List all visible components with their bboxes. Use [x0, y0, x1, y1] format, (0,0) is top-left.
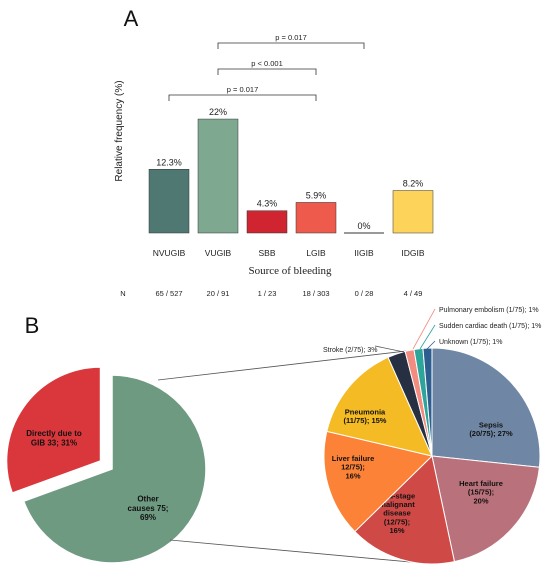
significance-bracket	[217, 68, 317, 75]
category-label: SBB	[258, 248, 275, 258]
slice-label-line: Pneumonia	[345, 407, 386, 416]
data-label: 5.9%	[306, 190, 327, 200]
leader-line	[419, 324, 436, 350]
n-value: 20 / 91	[207, 289, 230, 298]
slice-pneumonia	[326, 356, 433, 457]
panel-b-label: B	[25, 313, 40, 338]
slice-end-stage-malignant-disease	[354, 455, 456, 565]
slice-other-causes	[22, 374, 207, 564]
slice-label-line: GIB 33; 31%	[31, 438, 77, 447]
pie-chart-other-causes: Sepsis (20/75); 27% Heart failure (15/75); 2…	[323, 307, 541, 565]
slice-label: Other causes 75; 69%	[128, 495, 169, 522]
p-value-label: p < 0.001	[251, 59, 283, 68]
category-label: IIGIB	[354, 248, 374, 258]
n-value: 1 / 23	[258, 289, 277, 298]
slice-label-line: 12/75);	[341, 463, 365, 472]
y-axis-label: Relative frequency (%)	[114, 80, 125, 181]
bar-sbb	[246, 210, 288, 234]
data-label: 22%	[209, 107, 227, 117]
n-value: 18 / 303	[302, 289, 329, 298]
slice-label-line: Directly due to	[26, 429, 82, 438]
significance-bracket	[168, 94, 317, 101]
data-label: 4.3%	[257, 199, 278, 209]
slice-label: End-stage malignant disease (12/75); 16%	[379, 491, 415, 535]
slice-label-line: (20/75); 27%	[469, 429, 513, 438]
category-label: VUGIB	[205, 248, 232, 258]
p-value-label: p = 0.017	[227, 85, 259, 94]
n-value: 4 / 49	[404, 289, 423, 298]
connector-line	[169, 539, 433, 565]
slice-label-line: Sepsis	[479, 420, 503, 429]
panel-a-label: A	[124, 6, 139, 31]
data-label: 8.2%	[403, 179, 424, 189]
pie-chart-overall: Directly due to GIB 33; 31% Other causes 75…	[5, 347, 433, 565]
bar-idgib	[392, 190, 434, 234]
slice-liver-failure	[323, 430, 433, 533]
slice-label-line: Liver failure	[332, 454, 375, 463]
n-value: 0 / 28	[355, 289, 374, 298]
slice-label-line: 20%	[473, 496, 488, 505]
slice-label-line: Other	[137, 495, 158, 504]
bar-lgib	[295, 202, 337, 234]
x-axis-label: Source of bleeding	[248, 265, 332, 277]
slice-label: Pneumonia (11/75); 15%	[344, 407, 387, 425]
slice-label-line: malignant	[379, 500, 415, 509]
slice-label: Liver failure 12/75); 16%	[332, 454, 375, 480]
slice-heart-failure	[431, 455, 540, 563]
connector-line	[157, 347, 433, 381]
slice-label: Directly due to GIB 33; 31%	[26, 429, 82, 447]
data-label: 12.3%	[156, 157, 182, 167]
slice-label-line: 16%	[345, 471, 360, 480]
slice-label-line: End-stage	[379, 491, 415, 500]
slice-label: Heart failure (15/75); 20%	[459, 479, 503, 505]
slice-label-line: 69%	[140, 513, 156, 522]
external-slice-label: Sudden cardiac death (1/75); 1%	[439, 323, 541, 330]
category-label: IDGIB	[401, 248, 424, 258]
bar-nvugib	[148, 169, 190, 234]
data-label: 0%	[357, 221, 370, 231]
external-slice-label: Unknown (1/75); 1%	[439, 339, 502, 346]
p-value-label: p = 0.017	[275, 33, 307, 42]
slice-label: Sepsis (20/75); 27%	[469, 420, 513, 438]
category-label: NVUGIB	[153, 248, 186, 258]
slice-label-line: disease	[383, 509, 411, 518]
slice-sepsis	[431, 347, 541, 468]
slice-label-line: (15/75);	[468, 488, 494, 497]
leader-line	[426, 340, 436, 350]
category-label: LGIB	[306, 248, 326, 258]
significance-bracket	[217, 42, 365, 49]
slice-label-line: 16%	[389, 526, 404, 535]
leader-line	[374, 345, 405, 353]
slice-label-line: Heart failure	[459, 479, 503, 488]
external-slice-label: Pulmonary embolism (1/75); 1%	[439, 307, 539, 314]
n-value: 65 / 527	[155, 289, 182, 298]
slice-label-line: causes 75;	[128, 504, 169, 513]
slice-label-line: (12/75);	[384, 517, 410, 526]
external-slice-label: Stroke (2/75); 3%	[323, 347, 377, 354]
slice-directly-due-to-gib	[5, 366, 102, 495]
n-row-label: N	[120, 289, 125, 298]
leader-line	[412, 308, 436, 350]
bar-vugib	[197, 118, 239, 234]
slice-label-line: (11/75); 15%	[344, 416, 387, 425]
